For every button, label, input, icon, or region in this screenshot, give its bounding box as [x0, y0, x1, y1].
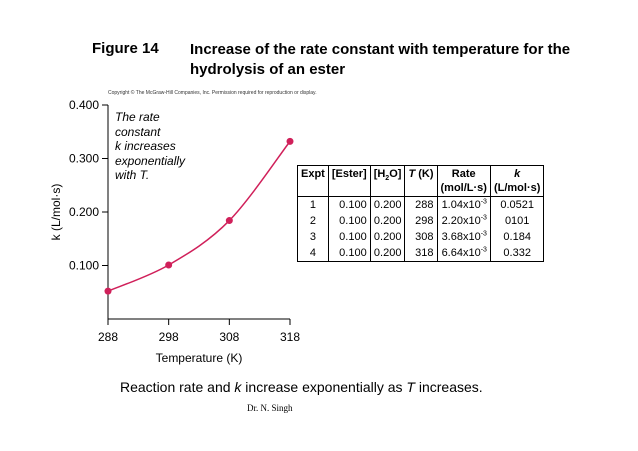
y-tick-label: 0.200: [69, 205, 99, 219]
header-expt: Expt: [297, 165, 329, 197]
cell-temperature: 298: [404, 213, 437, 229]
annotation-line: exponentially: [115, 153, 186, 168]
x-tick-label: 308: [219, 330, 239, 344]
cell-expt: 3: [309, 231, 316, 243]
cell-expt: 1: [309, 199, 316, 211]
cell-water: 0.200: [369, 245, 405, 262]
figure-caption: Reaction rate and k increase exponential…: [120, 379, 483, 395]
annotation-line: constant: [115, 124, 161, 139]
data-point: [286, 137, 294, 145]
x-axis-label: Temperature (K): [156, 351, 243, 365]
cell-water: 0.200: [369, 196, 405, 213]
cell-temperature: 318: [404, 245, 437, 262]
annotation-line: with T.: [115, 168, 150, 182]
annotation-line: k increases: [115, 139, 176, 153]
cell-k: 0101: [489, 213, 544, 229]
header-rate: Rate (mol/L·s): [436, 165, 491, 197]
cell-temperature: 308: [404, 229, 437, 245]
header-water: [H2O]: [369, 165, 405, 197]
x-tick-label: 298: [159, 330, 179, 344]
cell-ester: 0.100: [327, 229, 371, 245]
header-temperature: T (K): [404, 165, 437, 197]
cell-water: 0.200: [369, 229, 405, 245]
cell-rate: 1.04x10-3: [436, 196, 491, 213]
cell-ester: 0.100: [327, 245, 371, 262]
k-curve: [107, 140, 291, 292]
table-row: 1 0.100 0.200 288 1.04x10-3 0.0521: [298, 196, 544, 213]
x-tick-label: 318: [280, 330, 300, 344]
cell-k: 0.332: [489, 245, 544, 262]
header-ester: [Ester]: [327, 165, 371, 197]
data-point: [225, 217, 233, 225]
y-axis-label: k (L/mol·s): [49, 184, 63, 241]
figure-title: Increase of the rate constant with tempe…: [190, 41, 571, 78]
cell-expt: 2: [309, 215, 316, 227]
copyright-notice: Copyright © The McGraw-Hill Companies, I…: [108, 90, 317, 96]
cell-water: 0.200: [369, 213, 405, 229]
cell-temperature: 288: [404, 196, 437, 213]
cell-rate: 3.68x10-3: [436, 229, 491, 245]
author-credit: Dr. N. Singh: [247, 403, 293, 413]
data-point: [165, 261, 173, 269]
chart-annotation: The rate constant k increases exponentia…: [115, 110, 185, 183]
cell-k: 0.0521: [489, 196, 544, 213]
cell-rate: 6.64x10-3: [436, 245, 491, 262]
cell-expt: 4: [309, 247, 316, 259]
cell-k: 0.184: [489, 229, 544, 245]
header-k: k (L/mol·s): [489, 165, 544, 197]
annotation-line: The rate: [115, 110, 160, 124]
data-point: [104, 287, 112, 295]
cell-rate: 2.20x10-3: [436, 213, 491, 229]
cell-ester: 0.100: [327, 213, 371, 229]
table-row: 2 0.100 0.200 298 2.20x10-3 0101: [298, 213, 544, 229]
figure-label: Figure 14: [92, 40, 159, 57]
y-tick-label: 0.400: [69, 98, 99, 112]
rate-data-table: Expt [Ester] [H2O] T (K) Rate (mol/L·s) k…: [297, 165, 545, 262]
table-row: 4 0.100 0.200 318 6.64x10-3 0.332: [298, 245, 544, 262]
cell-ester: 0.100: [327, 196, 371, 213]
x-tick-label: 288: [98, 330, 118, 344]
table-row: 3 0.100 0.200 308 3.68x10-3 0.184: [298, 229, 544, 245]
y-tick-label: 0.100: [69, 259, 99, 273]
y-tick-label: 0.300: [69, 152, 99, 166]
